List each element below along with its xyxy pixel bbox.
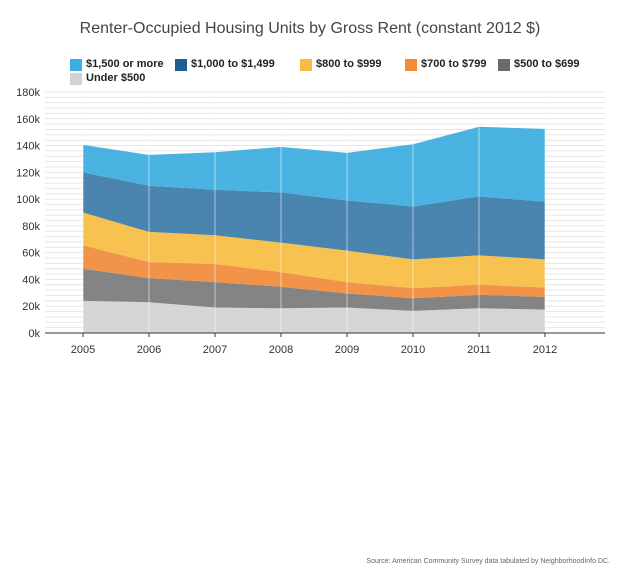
legend-label: $1,500 or more xyxy=(86,58,164,70)
legend-label: $700 to $799 xyxy=(421,58,487,70)
area--1-500-or-more xyxy=(83,126,545,207)
x-tick-label: 2007 xyxy=(203,344,227,356)
x-tick-label: 2012 xyxy=(533,344,557,356)
legend-label: $1,000 to $1,499 xyxy=(191,58,275,70)
x-tick-label: 2011 xyxy=(467,344,491,356)
legend-swatch xyxy=(405,59,417,71)
x-tick-label: 2008 xyxy=(269,344,293,356)
legend-swatch xyxy=(70,73,82,85)
area--500-to-699 xyxy=(83,268,545,311)
y-tick-label: 60k xyxy=(22,248,40,260)
x-tick-label: 2005 xyxy=(71,344,95,356)
y-tick-label: 160k xyxy=(16,114,40,126)
area--1-000-to-1-499 xyxy=(83,172,545,260)
legend-swatch xyxy=(175,59,187,71)
y-tick-label: 20k xyxy=(22,301,40,313)
y-tick-label: 120k xyxy=(16,167,40,179)
y-tick-label: 0k xyxy=(28,328,40,340)
area--700-to-799 xyxy=(83,245,545,299)
chart-title: Renter-Occupied Housing Units by Gross R… xyxy=(79,20,541,37)
x-tick-label: 2009 xyxy=(335,344,359,356)
legend-label: Under $500 xyxy=(86,72,146,84)
area--800-to-999 xyxy=(83,212,545,289)
y-tick-label: 100k xyxy=(16,194,40,206)
y-tick-label: 80k xyxy=(22,221,40,233)
x-tick-label: 2010 xyxy=(401,344,425,356)
legend-label: $800 to $999 xyxy=(316,58,382,70)
y-tick-label: 180k xyxy=(16,87,40,99)
legend-swatch xyxy=(70,59,82,71)
area-under-500 xyxy=(83,300,545,333)
source-note: Source: American Community Survey data t… xyxy=(366,558,610,565)
x-tick-label: 2006 xyxy=(137,344,161,356)
legend-swatch xyxy=(300,59,312,71)
y-tick-label: 40k xyxy=(22,274,40,286)
legend-label: $500 to $699 xyxy=(514,58,580,70)
legend-swatch xyxy=(498,59,510,71)
y-tick-label: 140k xyxy=(16,141,40,153)
